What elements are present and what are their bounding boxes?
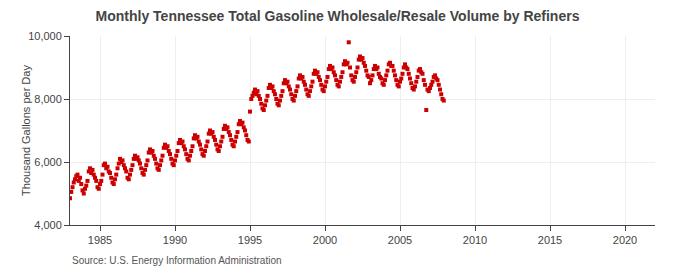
svg-text:6,000: 6,000: [34, 156, 62, 168]
svg-text:Monthly Tennessee Total Gasoli: Monthly Tennessee Total Gasoline Wholesa…: [96, 8, 580, 24]
svg-text:2015: 2015: [538, 234, 562, 246]
svg-text:8,000: 8,000: [34, 93, 62, 105]
svg-text:1990: 1990: [163, 234, 187, 246]
svg-text:2005: 2005: [388, 234, 412, 246]
svg-text:Source: U.S. Energy Informatio: Source: U.S. Energy Information Administ…: [72, 255, 282, 266]
svg-text:2020: 2020: [613, 234, 637, 246]
svg-text:2000: 2000: [313, 234, 337, 246]
svg-text:4,000: 4,000: [34, 219, 62, 231]
svg-text:1995: 1995: [238, 234, 262, 246]
svg-text:10,000: 10,000: [28, 30, 62, 42]
svg-text:1985: 1985: [88, 234, 112, 246]
svg-text:Thousand Gallons per Day: Thousand Gallons per Day: [20, 65, 32, 196]
svg-text:2010: 2010: [463, 234, 487, 246]
